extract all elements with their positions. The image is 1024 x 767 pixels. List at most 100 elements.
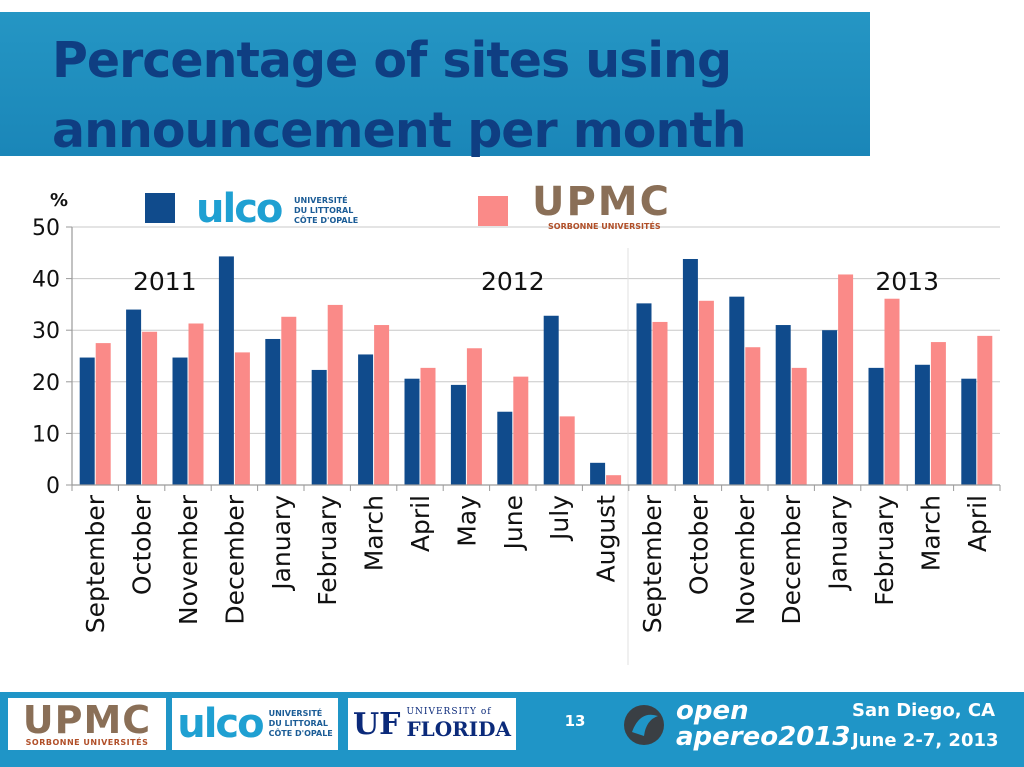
bar-ulco	[172, 357, 188, 485]
upmc-logo-word: UPMC	[22, 698, 152, 742]
bar-ulco	[126, 309, 142, 485]
bar-ulco	[729, 296, 745, 485]
ulco-logo-sub: UNIVERSITÉ DU LITTORAL CÔTE D'OPALE	[269, 709, 333, 739]
x-tick-label: January	[267, 495, 296, 592]
bar-upmc	[420, 367, 436, 485]
x-tick-label: April	[963, 495, 992, 552]
ulco-legend-logo-sub-3: CÔTE D'OPALE	[294, 214, 358, 225]
ulco-legend-logo-sub-2: DU LITTORAL	[294, 206, 353, 215]
apereo-line2: apereo2013	[676, 722, 851, 752]
x-tick-label: October	[684, 494, 713, 595]
bar-upmc	[745, 347, 761, 485]
bar-upmc	[791, 367, 807, 485]
legend: ulco UNIVERSITÉ DU LITTORAL CÔTE D'OPALE…	[145, 179, 671, 232]
bar-ulco	[497, 411, 513, 485]
upmc-legend-logo-sub: SORBONNE UNIVERSITÉS	[548, 220, 661, 231]
y-axis-ticks: 0 10 20 30 40 50	[32, 216, 72, 499]
bar-upmc	[930, 342, 946, 485]
bar-ulco	[961, 378, 977, 485]
bar-upmc	[977, 335, 993, 485]
upmc-legend-logo: UPMC SORBONNE UNIVERSITÉS	[532, 179, 671, 231]
y-tick-label: 50	[32, 216, 60, 241]
conference-location: San Diego, CA	[852, 700, 996, 721]
bars	[79, 256, 993, 485]
x-tick-label: January	[824, 495, 853, 592]
x-tick-label: March	[360, 495, 389, 571]
bar-ulco	[775, 325, 791, 485]
bar-ulco	[218, 256, 234, 485]
bar-upmc	[281, 316, 297, 485]
year-label: 2013	[875, 267, 939, 296]
bar-upmc	[95, 343, 111, 485]
ulco-logo-sub-1: UNIVERSITÉ	[268, 709, 323, 718]
uf-logo-line2: FLORIDA	[406, 717, 511, 741]
conference-dates: June 2-7, 2013	[852, 730, 999, 751]
gridlines	[72, 226, 1000, 486]
uf-logo-line1: UNIVERSITY of	[406, 707, 492, 717]
bar-upmc	[327, 304, 343, 485]
bar-chart: 0 10 20 30 40 50 % ulco UNIVERSITÉ DU LITTORA…	[32, 179, 1001, 665]
year-label: 2011	[133, 267, 197, 296]
x-tick-label: April	[406, 495, 435, 552]
bar-upmc	[188, 323, 204, 485]
x-tick-label: December	[220, 494, 249, 624]
bar-upmc	[559, 416, 575, 485]
bar-upmc	[838, 274, 854, 485]
x-tick-label: December	[777, 494, 806, 624]
uf-logo-mark: UF	[353, 706, 401, 742]
x-tick-label: February	[313, 495, 342, 606]
bar-upmc	[513, 376, 529, 485]
bar-ulco	[265, 338, 281, 485]
year-labels: 2011 2012 2013	[133, 267, 939, 296]
ulco-legend-logo-word: ulco	[196, 186, 282, 232]
bar-ulco	[868, 367, 884, 485]
x-tick-label: July	[545, 495, 574, 542]
bar-ulco	[822, 330, 838, 485]
footer-band: UPMC SORBONNE UNIVERSITÉS ulco UNIVERSIT…	[0, 692, 1024, 767]
bar-upmc	[652, 321, 668, 485]
ulco-logo-sub-3: CÔTE D'OPALE	[268, 729, 333, 738]
x-tick-label: September	[81, 494, 110, 633]
bar-upmc	[698, 300, 714, 485]
ulco-legend-logo-sub-1: UNIVERSITÉ	[294, 194, 348, 205]
bar-upmc	[466, 348, 482, 485]
x-tick-label: March	[916, 495, 945, 571]
bar-ulco	[311, 369, 327, 485]
page-number: 13	[564, 712, 586, 730]
y-tick-label: 10	[32, 422, 60, 447]
apereo-logo: open apereo2013	[618, 696, 850, 754]
uf-logo: UF UNIVERSITY of FLORIDA	[348, 698, 516, 750]
bar-ulco	[914, 364, 930, 485]
x-axis-ticks: September October November December January F…	[71, 485, 1001, 633]
ulco-legend-logo: ulco UNIVERSITÉ DU LITTORAL CÔTE D'OPALE	[196, 186, 358, 232]
x-tick-label: February	[870, 495, 899, 606]
y-tick-label: 40	[32, 268, 60, 293]
bar-upmc	[884, 298, 900, 485]
bar-ulco	[358, 354, 374, 485]
bar-upmc	[142, 331, 158, 485]
bar-ulco	[590, 462, 606, 485]
x-tick-label: June	[499, 495, 528, 551]
upmc-legend-logo-word: UPMC	[532, 179, 671, 225]
bar-upmc	[606, 475, 622, 485]
y-tick-label: 0	[46, 474, 60, 499]
x-tick-label: September	[638, 494, 667, 633]
upmc-logo-sub: SORBONNE UNIVERSITÉS	[25, 737, 149, 747]
x-tick-label: May	[452, 495, 481, 547]
upmc-logo: UPMC SORBONNE UNIVERSITÉS	[8, 698, 166, 750]
x-tick-label: November	[174, 494, 203, 625]
x-tick-label: October	[128, 494, 157, 595]
y-tick-label: 20	[32, 371, 60, 396]
ulco-logo-sub-2: DU LITTORAL	[268, 719, 328, 728]
x-tick-label: August	[592, 495, 621, 583]
legend-swatch-ulco	[145, 193, 175, 223]
slide-title: Percentage of sites using announcement p…	[52, 32, 747, 159]
y-tick-label: 30	[32, 319, 60, 344]
bar-upmc	[234, 352, 250, 485]
ulco-logo: ulco UNIVERSITÉ DU LITTORAL CÔTE D'OPALE	[172, 698, 338, 750]
x-tick-label: November	[731, 494, 760, 625]
y-axis-label: %	[50, 190, 68, 211]
bar-ulco	[404, 378, 420, 485]
bar-ulco	[79, 357, 95, 485]
ulco-logo-word: ulco	[177, 701, 264, 747]
